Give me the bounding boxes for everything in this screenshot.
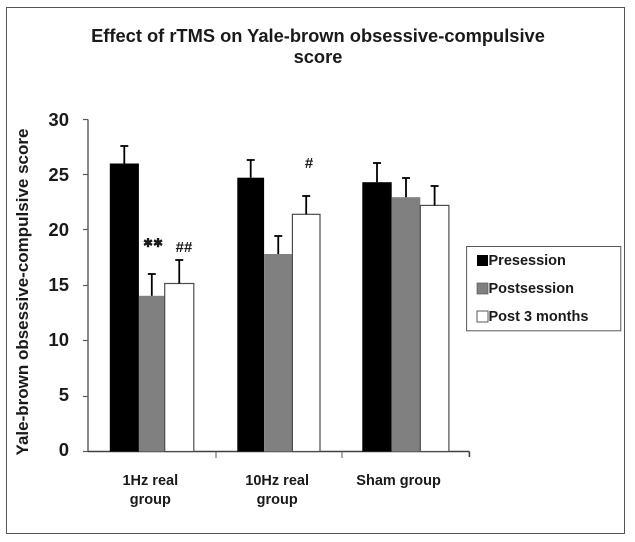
svg-text:15: 15 <box>48 274 69 295</box>
svg-text:group: group <box>130 492 171 508</box>
svg-text:Effect of rTMS on Yale-brown o: Effect of rTMS on Yale-brown obsessive-c… <box>91 25 545 46</box>
svg-text:Yale-brown obsessive-compulsiv: Yale-brown obsessive-compulsive score <box>13 129 32 456</box>
svg-text:5: 5 <box>59 384 69 405</box>
svg-text:score: score <box>294 46 343 67</box>
svg-text:Presession: Presession <box>489 253 566 269</box>
svg-text:✱✱: ✱✱ <box>143 236 163 250</box>
svg-text:30: 30 <box>48 109 69 130</box>
svg-text:10: 10 <box>48 329 69 350</box>
svg-text:Sham group: Sham group <box>356 473 441 489</box>
svg-text:10Hz real: 10Hz real <box>245 473 309 489</box>
svg-text:0: 0 <box>59 439 69 460</box>
svg-text:20: 20 <box>48 219 69 240</box>
svg-text:Postsession: Postsession <box>489 281 574 297</box>
svg-text:25: 25 <box>48 164 69 185</box>
svg-text:1Hz real: 1Hz real <box>122 473 178 489</box>
svg-text:group: group <box>257 492 298 508</box>
svg-text:Post 3 months: Post 3 months <box>489 309 589 325</box>
svg-text:##: ## <box>176 239 193 256</box>
svg-text:#: # <box>305 155 314 172</box>
